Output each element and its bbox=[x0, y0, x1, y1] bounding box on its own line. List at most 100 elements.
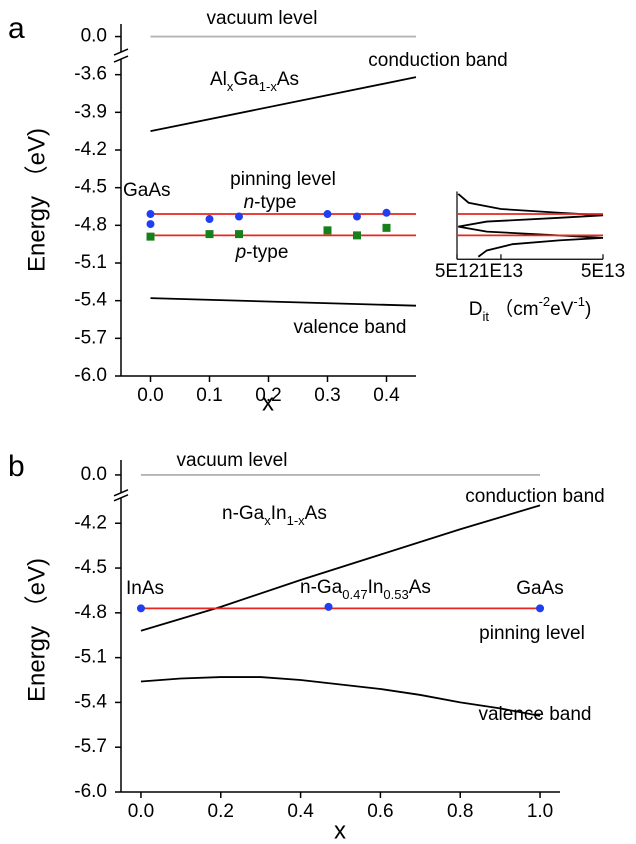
data-point bbox=[536, 604, 545, 613]
annotation: pinning level bbox=[230, 169, 336, 190]
x-tick-label: 0.0 bbox=[128, 801, 154, 822]
label-part: eV bbox=[550, 299, 574, 320]
label-part: -1 bbox=[573, 294, 585, 309]
label-part: （cm bbox=[489, 298, 539, 320]
inset-x-tick-label: 1E13 bbox=[479, 261, 523, 282]
x-tick-label: 1.0 bbox=[527, 801, 553, 822]
series-line bbox=[140, 504, 541, 632]
series-label: conduction band bbox=[465, 486, 604, 507]
y-tick-label: -5.1 bbox=[74, 647, 107, 668]
y-tick-label: -6.0 bbox=[74, 781, 107, 802]
y-tick-label: -5.7 bbox=[74, 327, 107, 348]
inset-x-tick-label: 5E13 bbox=[581, 261, 625, 282]
series-line bbox=[140, 676, 541, 717]
axis-break bbox=[113, 55, 129, 63]
y-tick-label: -5.4 bbox=[74, 290, 107, 311]
annotation-part: Al bbox=[210, 69, 227, 90]
y-tick-label: -5.7 bbox=[74, 736, 107, 757]
series-label: vacuum level bbox=[207, 8, 318, 29]
label-part: D bbox=[469, 299, 483, 320]
x-tick-label: 0.6 bbox=[367, 801, 393, 822]
annotation-part: n-Ga bbox=[222, 503, 265, 524]
axis-break bbox=[113, 48, 129, 56]
annotation-part: In bbox=[368, 577, 384, 598]
annotation-part: x bbox=[264, 513, 271, 528]
label-part: it bbox=[482, 309, 489, 324]
annotation-part: 1-x bbox=[259, 79, 278, 94]
data-point bbox=[382, 223, 391, 232]
data-point bbox=[324, 602, 333, 611]
data-point bbox=[235, 230, 243, 239]
data-point bbox=[146, 232, 155, 241]
label-part: ) bbox=[585, 299, 591, 320]
panel-label: a bbox=[8, 12, 25, 45]
x-tick-label: 0.1 bbox=[196, 385, 222, 406]
annotation: AlxGa1-xAs bbox=[210, 69, 299, 94]
series-line bbox=[457, 193, 604, 258]
data-point bbox=[382, 208, 391, 217]
y-tick-label: -4.8 bbox=[74, 214, 107, 235]
x-axis-label: x bbox=[334, 817, 346, 844]
y-tick-label: -4.2 bbox=[74, 139, 107, 160]
annotation: GaAs bbox=[516, 578, 564, 599]
y-tick-label: -5.4 bbox=[74, 691, 107, 712]
y-tick-label: -4.8 bbox=[74, 602, 107, 623]
data-point bbox=[323, 210, 332, 219]
data-point bbox=[205, 230, 214, 239]
annotation-part: -type bbox=[254, 192, 296, 213]
series-line bbox=[150, 76, 417, 133]
x-tick-label: 0.4 bbox=[287, 801, 314, 822]
y-tick-label: -3.9 bbox=[74, 101, 107, 122]
series-label: valence band bbox=[293, 317, 406, 338]
series-label: conduction band bbox=[368, 50, 507, 71]
x-tick-label: 0.2 bbox=[255, 385, 281, 406]
annotation-part: Ga bbox=[233, 69, 259, 90]
data-point bbox=[136, 604, 145, 613]
x-tick-label: 0.4 bbox=[373, 385, 400, 406]
series-line bbox=[150, 297, 417, 307]
axis-break bbox=[113, 494, 129, 502]
y-tick-label: -6.0 bbox=[74, 365, 107, 386]
y-tick-label: -3.6 bbox=[74, 64, 107, 85]
x-tick-label: 0.2 bbox=[208, 801, 234, 822]
data-point bbox=[353, 231, 361, 240]
x-axis-label: x bbox=[262, 389, 274, 416]
y-axis-label: Energy （eV) bbox=[23, 558, 50, 702]
y-tick-label: -4.5 bbox=[74, 557, 107, 578]
annotation-part: -type bbox=[246, 242, 288, 263]
annotation: GaAs bbox=[123, 180, 171, 201]
annotation-part: 1-x bbox=[287, 513, 306, 528]
annotation-part: In bbox=[271, 503, 287, 524]
y-tick-label: -4.2 bbox=[74, 512, 107, 533]
data-point bbox=[235, 212, 243, 221]
data-point bbox=[146, 210, 155, 219]
annotation-part: As bbox=[277, 69, 299, 90]
annotation: n-type bbox=[244, 192, 297, 213]
data-point bbox=[205, 215, 214, 224]
annotation: n-Ga0.47In0.53As bbox=[300, 577, 431, 602]
annotation-part: 0.47 bbox=[342, 587, 367, 602]
inset-x-tick-label: 5E12 bbox=[435, 261, 479, 282]
annotation-part: As bbox=[305, 503, 327, 524]
series-label: vacuum level bbox=[177, 450, 288, 471]
annotation-part: n bbox=[244, 192, 255, 213]
y-tick-label: 0.0 bbox=[81, 464, 107, 485]
inset-x-axis-label: Dit （cm-2eV-1) bbox=[469, 294, 592, 324]
annotation-part: As bbox=[409, 577, 431, 598]
y-tick-label: -5.1 bbox=[74, 252, 107, 273]
annotation: InAs bbox=[126, 578, 164, 599]
x-tick-label: 0.8 bbox=[447, 801, 473, 822]
x-tick-label: 0.0 bbox=[137, 385, 163, 406]
data-point bbox=[146, 220, 155, 229]
y-tick-label: -4.5 bbox=[74, 177, 107, 198]
annotation-part: p bbox=[235, 242, 247, 263]
annotation: n-GaxIn1-xAs bbox=[222, 503, 327, 528]
panel-label: b bbox=[8, 450, 25, 483]
annotation: p-type bbox=[235, 242, 289, 263]
data-point bbox=[323, 226, 332, 235]
annotation-part: x bbox=[227, 79, 234, 94]
annotation-part: 0.53 bbox=[383, 587, 408, 602]
x-tick-label: 0.3 bbox=[314, 385, 340, 406]
annotation: pinning level bbox=[479, 623, 585, 644]
